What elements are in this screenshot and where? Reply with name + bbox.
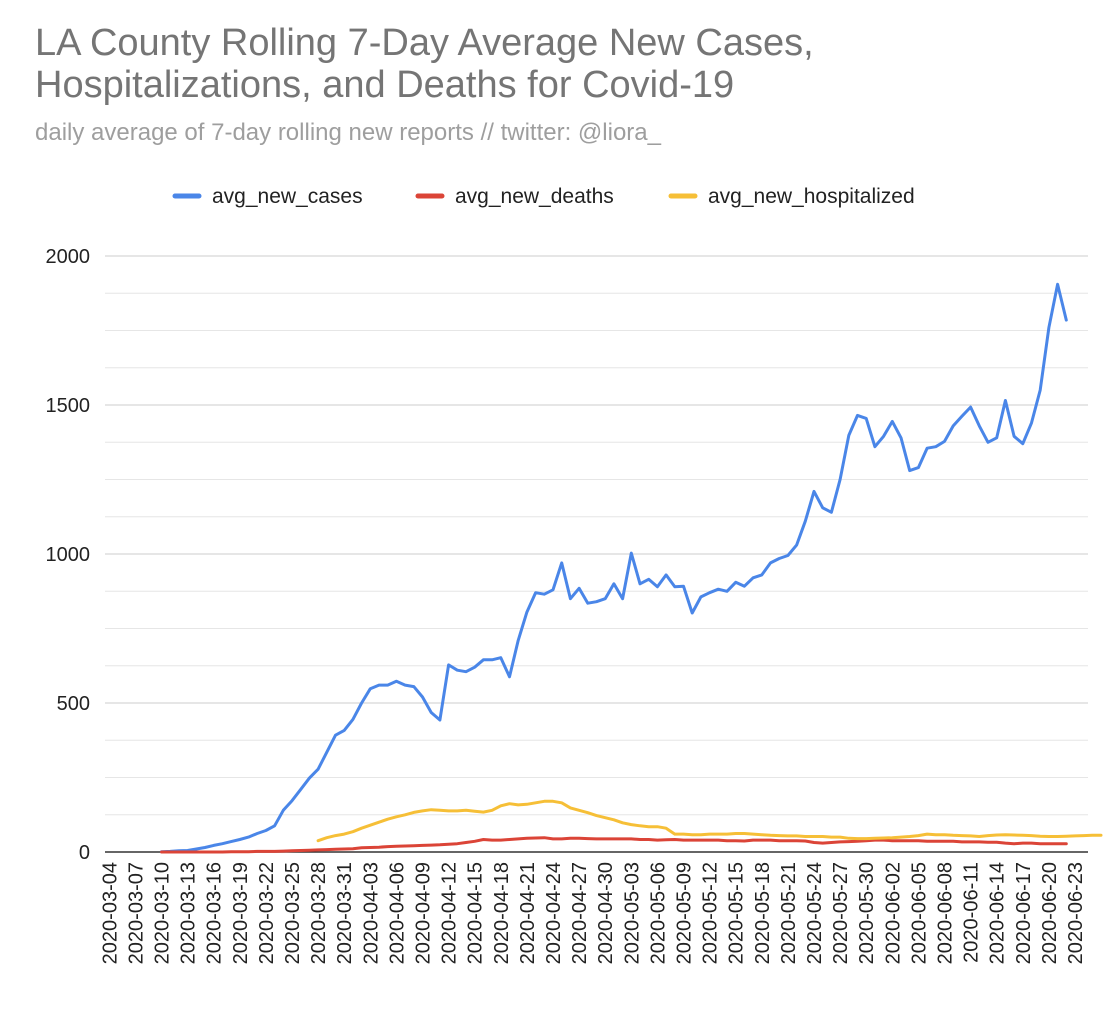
- x-tick-label: 2020-05-24: [804, 862, 826, 964]
- x-tick-label: 2020-06-23: [1065, 862, 1087, 964]
- legend-item-cases: avg_new_cases: [172, 185, 363, 208]
- x-tick-label: 2020-06-17: [1013, 862, 1035, 964]
- x-tick-label: 2020-04-30: [595, 862, 617, 964]
- y-tick-label: 1000: [46, 544, 91, 566]
- legend-label-deaths: avg_new_deaths: [455, 185, 614, 208]
- x-tick-label: 2020-03-28: [308, 862, 330, 964]
- x-tick-label: 2020-05-21: [778, 862, 800, 964]
- x-axis: 2020-03-04 2020-03-07 2020-03-10 2020-03-13…: [99, 862, 1087, 964]
- legend: avg_new_cases avg_new_deaths avg_new_hos…: [172, 185, 915, 208]
- series-line-avg_new_cases: [160, 282, 1068, 854]
- x-tick-label: 2020-05-30: [856, 862, 878, 964]
- x-tick-label: 2020-06-08: [934, 862, 956, 964]
- legend-item-deaths: avg_new_deaths: [415, 185, 614, 208]
- x-tick-label: 2020-06-05: [908, 862, 930, 964]
- x-tick-label: 2020-03-07: [125, 862, 147, 964]
- x-tick-label: 2020-04-03: [360, 862, 382, 964]
- x-tick-label: 2020-06-20: [1039, 862, 1061, 964]
- x-tick-label: 2020-04-21: [517, 862, 539, 964]
- x-tick-label: 2020-03-31: [334, 862, 356, 964]
- series-line-avg_new_hospitalized: [316, 799, 1103, 843]
- x-tick-label: 2020-03-04: [99, 862, 121, 964]
- chart-title: LA County Rolling 7-Day Average New Case…: [35, 22, 1095, 106]
- series-lines: [160, 282, 1103, 854]
- x-tick-label: 2020-03-19: [230, 862, 252, 964]
- x-tick-label: 2020-05-12: [700, 862, 722, 964]
- y-tick-label: 0: [79, 842, 90, 864]
- x-tick-label: 2020-04-09: [413, 862, 435, 964]
- legend-label-cases: avg_new_cases: [212, 185, 363, 208]
- x-tick-label: 2020-03-16: [204, 862, 226, 964]
- chart-subtitle: daily average of 7-day rolling new repor…: [35, 119, 661, 146]
- x-tick-label: 2020-03-25: [282, 862, 304, 964]
- x-tick-label: 2020-06-11: [961, 862, 983, 963]
- legend-label-hospitalized: avg_new_hospitalized: [708, 185, 915, 208]
- x-tick-label: 2020-04-06: [386, 862, 408, 964]
- y-tick-label: 500: [57, 693, 90, 715]
- x-tick-label: 2020-05-09: [673, 862, 695, 964]
- x-tick-label: 2020-04-15: [465, 862, 487, 964]
- x-tick-label: 2020-05-03: [621, 862, 643, 964]
- y-tick-label: 2000: [46, 246, 91, 268]
- legend-item-hospitalized: avg_new_hospitalized: [668, 185, 915, 208]
- chart-title-line-2: Hospitalizations, and Deaths for Covid-1…: [35, 64, 735, 106]
- x-tick-label: 2020-03-22: [256, 862, 278, 964]
- series-line-avg_new_deaths: [160, 836, 1068, 854]
- x-tick-label: 2020-06-14: [987, 862, 1009, 964]
- x-tick-label: 2020-05-27: [830, 862, 852, 964]
- x-tick-label: 2020-03-10: [152, 862, 174, 964]
- y-axis: 0 500 1000 1500 2000: [46, 246, 91, 864]
- chart-title-line-1: LA County Rolling 7-Day Average New Case…: [35, 22, 814, 64]
- x-tick-label: 2020-04-12: [439, 862, 461, 964]
- x-tick-label: 2020-06-02: [882, 862, 904, 964]
- x-tick-label: 2020-05-18: [752, 862, 774, 964]
- x-tick-label: 2020-04-24: [543, 862, 565, 964]
- gridlines: [105, 255, 1088, 853]
- x-tick-label: 2020-05-06: [647, 862, 669, 964]
- x-tick-label: 2020-05-15: [726, 862, 748, 964]
- x-tick-label: 2020-03-13: [178, 862, 200, 964]
- y-tick-label: 1500: [46, 395, 91, 417]
- x-tick-label: 2020-04-18: [491, 862, 513, 964]
- x-tick-label: 2020-04-27: [569, 862, 591, 964]
